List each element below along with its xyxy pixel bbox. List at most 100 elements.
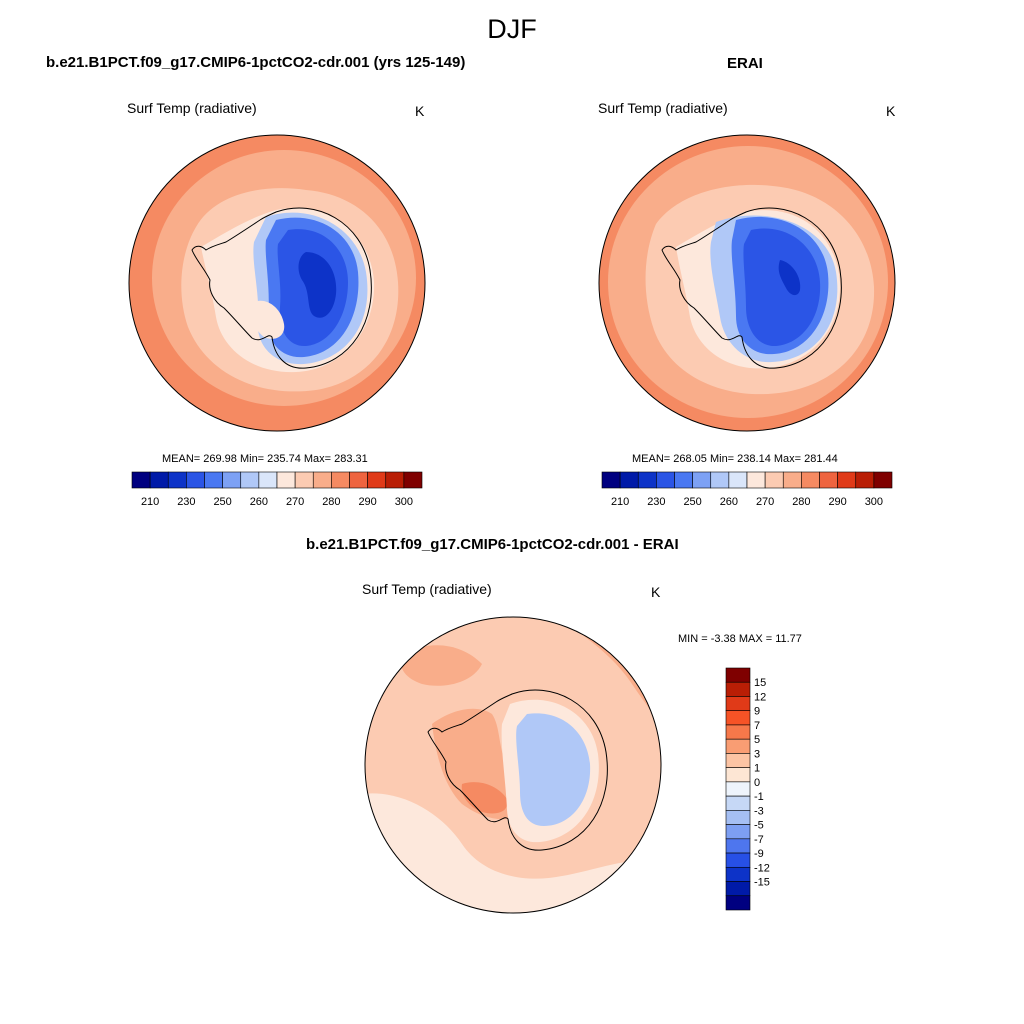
colorbar-erai-swatch — [746, 471, 766, 489]
colorbar-model-tick-label: 290 — [358, 496, 376, 508]
map-model-ross-shelf — [251, 300, 285, 339]
map-model — [128, 134, 426, 432]
colorbar-model-swatch — [403, 471, 423, 489]
colorbar-model: 210 230 250 260 270 280 290 300 — [131, 471, 423, 508]
colorbar-erai-swatch — [656, 471, 675, 489]
colorbar-model-tick-label: 250 — [213, 496, 231, 508]
colorbar-erai-tick-label: 290 — [828, 496, 846, 508]
colorbar-diff-tick-label: 15 — [754, 677, 766, 689]
colorbar-erai-tick-label: 210 — [611, 496, 629, 508]
colorbar-erai-swatch — [637, 471, 657, 489]
panel3-title: b.e21.B1PCT.f09_g17.CMIP6-1pctCO2-cdr.00… — [306, 536, 679, 553]
panel1-stats: MEAN= 269.98 Min= 235.74 Max= 283.31 — [162, 453, 368, 465]
colorbar-erai: 210 230 250 260 270 280 290 300 — [601, 471, 893, 508]
colorbar-erai-swatch — [619, 471, 639, 489]
map-model-coastline — [191, 207, 372, 369]
colorbar-diff-tick-label: 9 — [754, 706, 760, 718]
map-diff-peninsula-region — [432, 708, 527, 820]
colorbar-diff-swatch — [725, 753, 751, 768]
colorbar-model-tick-label: 210 — [141, 496, 159, 508]
colorbar-diff-tick-label: 0 — [754, 777, 760, 789]
colorbar-diff-tick-label: -15 — [754, 877, 770, 889]
map-erai-border — [598, 134, 896, 432]
colorbar-diff-swatch — [725, 824, 751, 840]
colorbar-diff-swatch — [725, 795, 751, 811]
map-diff-interior-cool — [516, 713, 591, 826]
colorbar-diff-tick-label: 7 — [754, 720, 760, 732]
map-erai — [598, 134, 896, 432]
colorbar-diff-tick-label: -9 — [754, 848, 764, 860]
panel1-units-label: K — [415, 103, 425, 119]
panel2-title: ERAI — [727, 55, 763, 72]
map-diff-south-region — [365, 793, 661, 913]
colorbar-model-tick-label: 230 — [177, 496, 195, 508]
colorbar-model-tick-label: 260 — [250, 496, 268, 508]
colorbar-erai-tick-label: 280 — [792, 496, 810, 508]
colorbar-erai-swatch — [819, 471, 838, 489]
map-erai-coastline — [661, 207, 842, 369]
panel1-title: b.e21.B1PCT.f09_g17.CMIP6-1pctCO2-cdr.00… — [46, 54, 466, 71]
panel2-units-label: K — [886, 103, 896, 119]
panel3-stats: MIN = -3.38 MAX = 11.77 — [678, 633, 802, 645]
colorbar-diff-tick-label: 5 — [754, 734, 760, 746]
colorbar-diff-swatch — [725, 696, 751, 712]
colorbar-diff-swatch — [725, 881, 751, 897]
colorbar-erai-tick-label: 230 — [647, 496, 665, 508]
colorbar-diff-swatch — [725, 681, 751, 697]
colorbar-diff-tick-label: -3 — [754, 805, 764, 817]
colorbar-model-swatch — [312, 471, 332, 489]
colorbar-diff-tick-label: 3 — [754, 748, 760, 760]
colorbar-diff-swatch — [725, 710, 751, 726]
colorbar-diff-swatch — [725, 866, 751, 882]
map-diff-nw-region — [400, 645, 482, 686]
colorbar-diff-tick-label: 1 — [754, 763, 760, 775]
colorbar-diff-swatch — [725, 810, 751, 825]
colorbar-erai-swatch — [601, 471, 621, 489]
colorbar-diff-swatch — [725, 667, 751, 683]
colorbar-model-swatch — [294, 471, 314, 489]
colorbar-erai-swatch — [837, 471, 857, 489]
colorbar-erai-swatch — [855, 471, 875, 489]
colorbar-model-tick-label: 280 — [322, 496, 340, 508]
colorbar-model-swatch — [204, 471, 223, 489]
colorbar-model-swatch — [167, 471, 187, 489]
colorbar-diff-swatch — [725, 852, 751, 868]
map-erai-cold-region — [743, 228, 821, 347]
colorbar-model-swatch — [186, 471, 205, 489]
colorbar-erai-swatch — [674, 471, 693, 489]
map-model-coldest-region — [298, 252, 337, 318]
colorbar-model-swatch — [276, 471, 296, 489]
colorbar-erai-swatch — [782, 471, 802, 489]
colorbar-erai-swatch — [692, 471, 712, 489]
map-erai-coldest-region — [778, 260, 801, 296]
figure-title: DJF — [487, 14, 537, 44]
colorbar-model-swatch — [240, 471, 260, 489]
colorbar-model-swatch — [331, 471, 350, 489]
colorbar-model-swatch — [258, 471, 278, 489]
colorbar-erai-swatch — [873, 471, 893, 489]
map-model-border — [128, 134, 426, 432]
colorbar-diff-swatch — [725, 724, 751, 740]
map-diff-coastline — [427, 689, 608, 851]
colorbar-diff-tick-label: -12 — [754, 862, 770, 874]
panel1-variable-label: Surf Temp (radiative) — [127, 100, 257, 116]
colorbar-erai-tick-label: 300 — [865, 496, 883, 508]
panel2-variable-label: Surf Temp (radiative) — [598, 100, 728, 116]
colorbar-diff-tick-label: -1 — [754, 791, 764, 803]
colorbar-model-swatch — [149, 471, 169, 489]
colorbar-erai-tick-label: 250 — [683, 496, 701, 508]
colorbar-diff-swatch — [725, 781, 751, 797]
colorbar-erai-tick-label: 260 — [720, 496, 738, 508]
colorbar-model-swatch — [367, 471, 387, 489]
colorbar-model-swatch — [385, 471, 405, 489]
map-difference — [364, 616, 662, 914]
map-diff-border — [364, 616, 662, 914]
map-diff-warm-patch — [461, 782, 508, 814]
panel3-units-label: K — [651, 584, 661, 600]
colorbar-diff-tick-label: -5 — [754, 820, 764, 832]
colorbar-diff-tick-label: 12 — [754, 691, 766, 703]
colorbar-model-swatch — [349, 471, 368, 489]
colorbar-diff-swatch — [725, 767, 751, 783]
colorbar-difference: 15 12 9 7 5 3 1 0 -1 -3 -5 -7 -9 -12 -15 — [725, 667, 770, 911]
colorbar-erai-swatch — [728, 471, 748, 489]
